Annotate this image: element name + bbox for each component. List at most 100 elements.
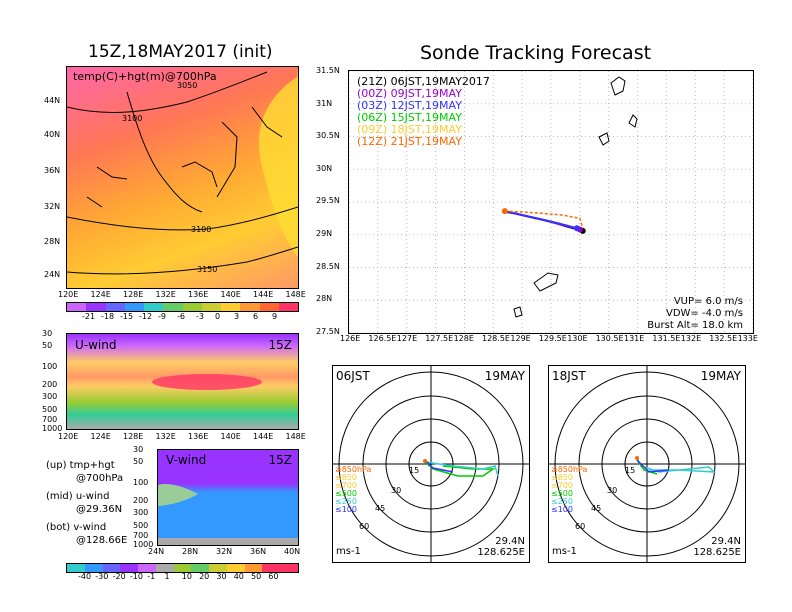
colorbar-swatch — [124, 303, 144, 311]
vwind-panel: V-wind 15Z — [157, 449, 299, 546]
track-xtick: 130.5E — [595, 334, 624, 343]
legend-entry: (06Z) 15JST,19MAY — [357, 111, 462, 124]
level-legend: ≥850hPa — [551, 465, 588, 474]
colorbar-label: 50 — [251, 572, 262, 581]
colorbar-label: -9 — [158, 312, 166, 321]
hodo-left-unit: ms-1 — [336, 546, 361, 557]
track-xtick: 126E — [340, 334, 361, 343]
track-xtick: 129E — [510, 334, 531, 343]
map-xtick: 132E — [155, 290, 176, 299]
ring-label: 30 — [391, 486, 402, 495]
colorbar-label: 40 — [233, 572, 244, 581]
map-ytick: 32N — [44, 202, 61, 211]
map-xtick: 128E — [123, 290, 144, 299]
colorbar-label: -18 — [101, 312, 115, 321]
vwind-time: 15Z — [268, 453, 293, 467]
map-700hpa-panel: 3050 3100 3100 3150 temp(C)+hgt(m)@700hP… — [66, 66, 299, 289]
vwind-svg — [158, 484, 298, 545]
hodo-right-lat: 29.4N — [711, 536, 741, 547]
vwind-ground — [158, 538, 298, 545]
vwind-xtick: 24N — [148, 547, 165, 556]
legend-entry: (12Z) 21JST,19MAY — [357, 135, 462, 148]
colorbar-swatch — [201, 303, 221, 311]
vwind-feature — [158, 484, 198, 506]
vwind-ytick: 200 — [133, 496, 149, 505]
hodo-trace-upper — [636, 457, 716, 473]
uwind-ytick: 1000 — [42, 424, 63, 433]
vwind-xtick: 40N — [284, 547, 301, 556]
wind-colorbar — [66, 563, 299, 573]
uwind-xtick: 132E — [155, 432, 176, 441]
map-xtick: 144E — [253, 290, 274, 299]
contour-line — [67, 246, 298, 275]
uwind-ytick: 50 — [42, 341, 53, 350]
hodo-left-date: 19MAY — [484, 369, 525, 383]
map-xtick: 136E — [188, 290, 209, 299]
colorbar-swatch — [67, 564, 85, 572]
temp-colorbar — [66, 302, 299, 312]
map-ytick: 40N — [44, 130, 61, 139]
colorbar-swatch — [182, 303, 202, 311]
vwind-ytick: 30 — [133, 445, 144, 454]
map-700hpa-svg — [67, 67, 298, 275]
colorbar-swatch — [163, 303, 183, 311]
note-mid-lat: @29.36N — [76, 504, 123, 515]
level-legend: ≤500 — [335, 489, 357, 498]
colorbar-swatch — [84, 564, 103, 572]
track-xtick: 131E — [624, 334, 645, 343]
colorbar-label: 60 — [268, 572, 279, 581]
hodo-trace-mid — [636, 459, 670, 473]
warm-region — [258, 67, 298, 257]
track-xtick: 128.5E — [482, 334, 510, 343]
hodo-left-lat: 29.4N — [495, 536, 525, 547]
map-ytick: 44N — [44, 96, 61, 105]
hodo-right-unit: ms-1 — [552, 546, 577, 557]
track-ytick: 31.5N — [316, 66, 340, 75]
uwind-xtick: 128E — [123, 432, 144, 441]
vwind-label: V-wind — [166, 453, 207, 467]
vwind-xtick: 32N — [216, 547, 233, 556]
island-outline — [513, 306, 523, 318]
level-legend: ≤100 — [335, 505, 357, 514]
level-legend: ≤250 — [335, 497, 357, 506]
track-ytick: 30.5N — [316, 131, 340, 141]
colorbar-label: 9 — [272, 312, 278, 321]
hodo-right-time: 18JST — [552, 369, 586, 383]
colorbar-label: -6 — [177, 312, 185, 321]
level-legend: ≤850 — [335, 473, 357, 482]
colorbar-swatch — [226, 564, 245, 572]
contour-label: 3150 — [197, 265, 218, 274]
uwind-ytick: 700 — [42, 415, 58, 424]
track-ytick: 29N — [316, 229, 333, 238]
hodo-right-lon: 128.625E — [693, 547, 741, 558]
vwind-ytick: 500 — [133, 521, 149, 530]
colorbar-label: 20 — [199, 572, 210, 581]
colorbar-swatch — [102, 564, 121, 572]
colorbar-swatch — [173, 564, 192, 572]
vwind-xtick: 36N — [250, 547, 267, 556]
track-xtick: 127E — [396, 334, 418, 343]
colorbar-label: -40 — [78, 572, 92, 581]
hodo-right-date: 19MAY — [700, 369, 741, 383]
uwind-svg — [152, 374, 262, 390]
level-legend: ≥850hPa — [335, 465, 372, 474]
track-ytick: 30N — [316, 163, 333, 173]
hodograph-right: 18JST 19MAY 29.4N 128.625E ms-1 15 30 45… — [548, 365, 746, 563]
track-endpoint — [501, 208, 508, 215]
track-xtick: 132.5E — [709, 334, 738, 343]
track-ytick: 27.5N — [316, 326, 340, 336]
track-xtick: 126.5E — [368, 334, 397, 343]
uwind-panel: U-wind 15Z — [66, 333, 299, 430]
colorbar-label: -21 — [82, 312, 96, 321]
island-outline — [598, 132, 610, 146]
map-xtick: 124E — [90, 290, 111, 299]
colorbar-label: -30 — [95, 572, 109, 581]
contour-line — [67, 71, 268, 113]
hodo-trace-mid — [424, 459, 454, 473]
note-bot: (bot) v-wind — [46, 522, 107, 533]
vwind-ytick: 1000 — [133, 540, 154, 549]
track-xtick: 128E — [453, 334, 474, 343]
note-bot-lon: @128.66E — [76, 535, 128, 546]
jet-core — [152, 374, 262, 390]
colorbar-swatch — [259, 303, 279, 311]
